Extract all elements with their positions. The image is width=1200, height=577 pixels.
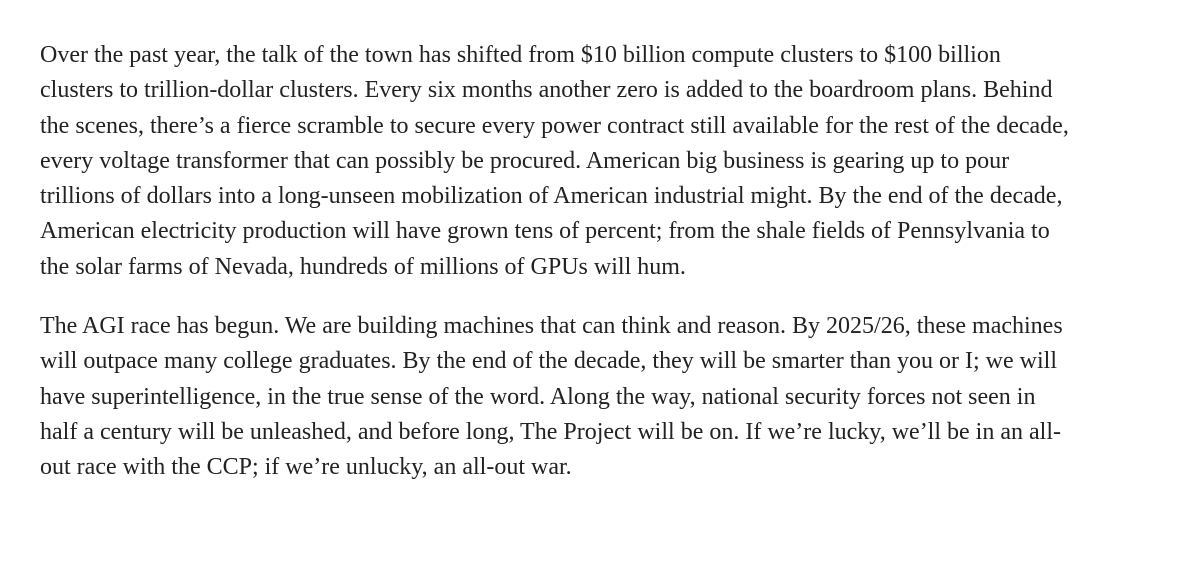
paragraph-compute-clusters: Over the past year, the talk of the town…: [40, 38, 1180, 285]
paragraph-line: half a century will be unleashed, and be…: [40, 418, 1061, 445]
paragraph-line: American electricity production will hav…: [40, 218, 1050, 245]
paragraph-line: clusters to trillion-dollar clusters. Ev…: [40, 77, 1053, 104]
paragraph-line: have superintelligence, in the true sens…: [40, 383, 1036, 410]
paragraph-line: the solar farms of Nevada, hundreds of m…: [40, 253, 686, 280]
paragraph-line: will outpace many college graduates. By …: [40, 348, 1057, 375]
paragraph-line: every voltage transformer that can possi…: [40, 147, 1010, 174]
paragraph-line: Over the past year, the talk of the town…: [40, 42, 1001, 68]
paragraph-line: The AGI race has begun. We are building …: [40, 313, 1063, 340]
paragraph-agi-race: The AGI race has begun. We are building …: [40, 309, 1180, 485]
paragraph-line: out race with the CCP; if we’re unlucky,…: [40, 454, 572, 481]
paragraph-line: trillions of dollars into a long-unseen …: [40, 183, 1063, 210]
paragraph-line: the scenes, there’s a fierce scramble to…: [40, 112, 1069, 139]
article-body: Over the past year, the talk of the town…: [40, 38, 1180, 486]
